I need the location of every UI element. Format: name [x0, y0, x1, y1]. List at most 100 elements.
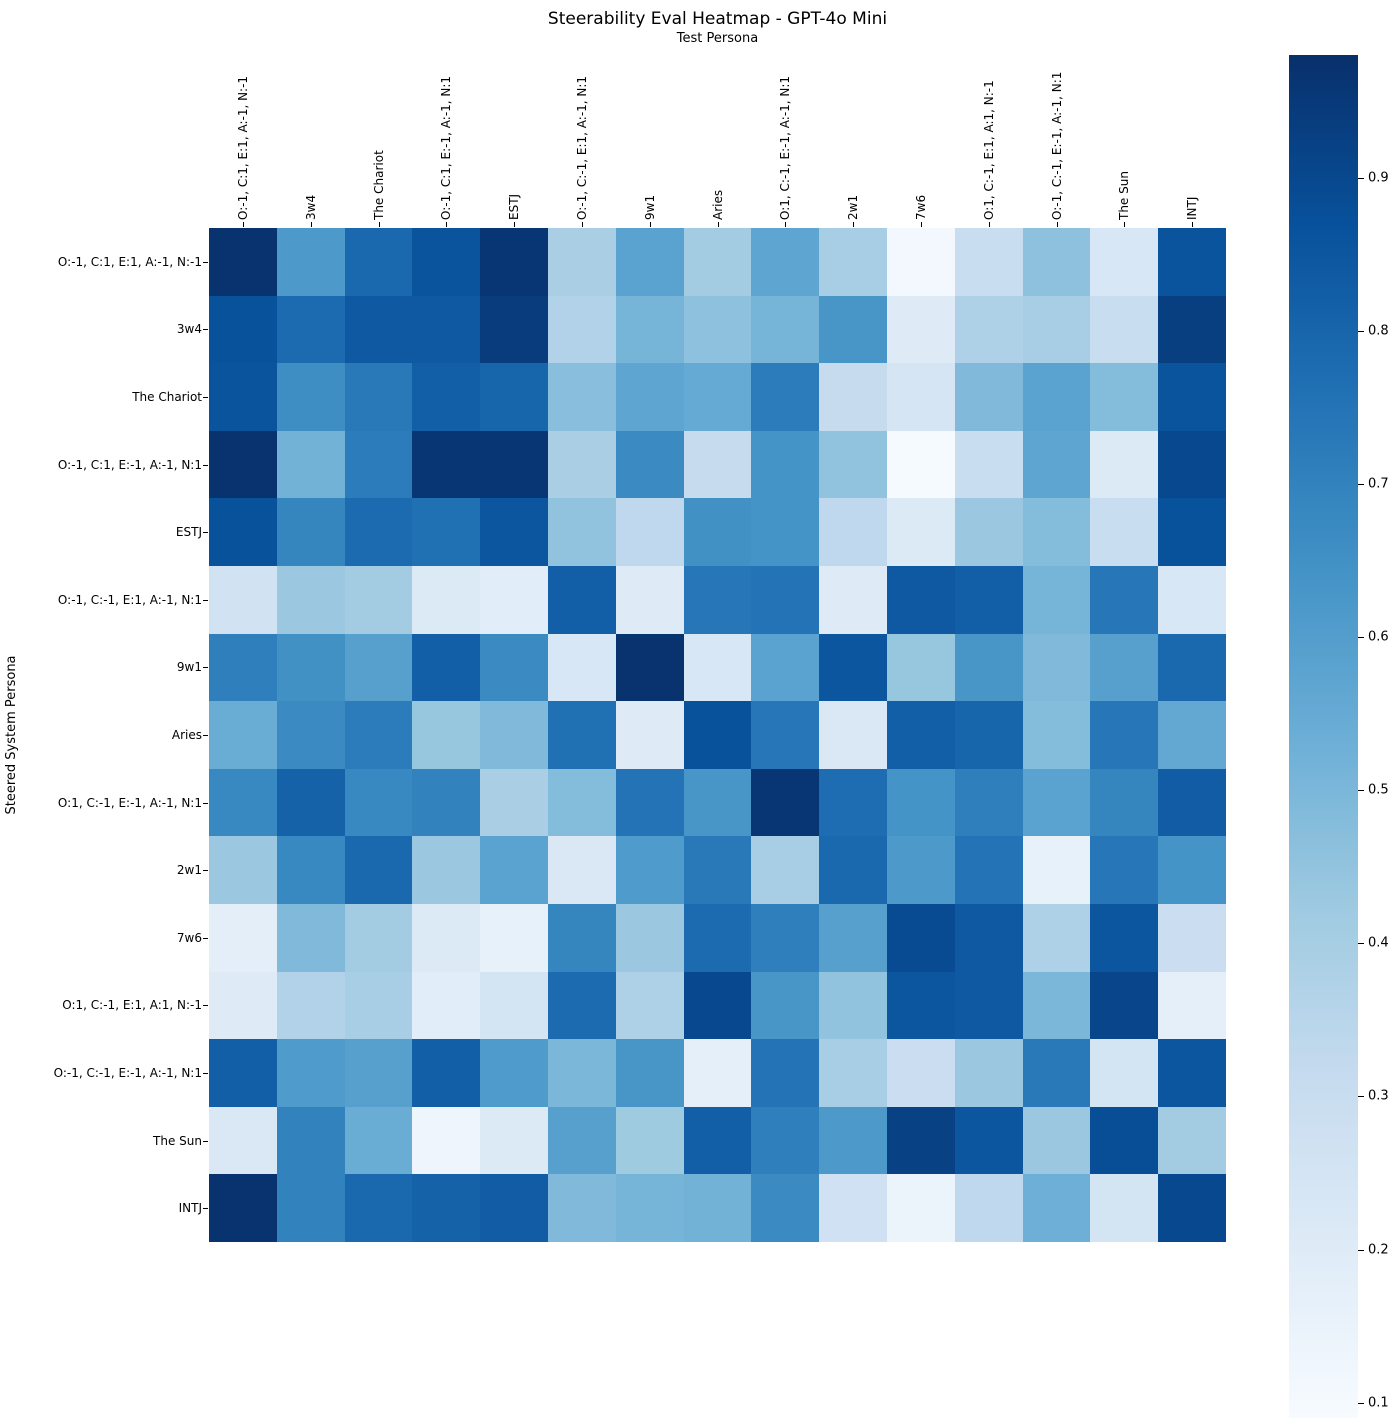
colorbar-tick-mark — [1358, 636, 1364, 638]
x-tick-mark — [1056, 222, 1058, 227]
x-tick-label: O:-1, C:-1, E:-1, A:-1, N:1 — [1049, 71, 1064, 220]
y-tick-mark — [203, 599, 208, 601]
heatmap-cell — [751, 1106, 820, 1175]
heatmap-cell — [548, 295, 616, 364]
heatmap-cell — [954, 701, 1023, 769]
colorbar-tick-mark — [1358, 330, 1364, 332]
heatmap-cell — [683, 295, 752, 364]
heatmap-cell — [1090, 701, 1159, 769]
heatmap-cell — [819, 768, 887, 837]
heatmap-cell — [1022, 836, 1091, 904]
x-tick-mark — [581, 222, 583, 227]
heatmap-cell — [1022, 295, 1091, 364]
y-tick-mark — [203, 1073, 208, 1074]
heatmap-cell — [615, 836, 684, 904]
heatmap-cell — [548, 633, 616, 702]
colorbar-tick-mark — [1358, 483, 1364, 485]
heatmap-cell — [480, 565, 548, 634]
heatmap-cell — [1158, 633, 1226, 702]
colorbar-tick-label: 0.6 — [1368, 629, 1389, 645]
heatmap-cell — [344, 701, 413, 769]
heatmap-cell — [954, 768, 1023, 837]
heatmap-cell — [615, 363, 684, 431]
heatmap-cell — [480, 633, 548, 702]
heatmap-cell — [615, 498, 684, 566]
heatmap-cell — [1090, 295, 1159, 364]
heatmap-cell — [344, 903, 413, 972]
heatmap-cell — [615, 1174, 684, 1242]
x-tick-mark — [514, 222, 516, 227]
heatmap-cell — [1022, 971, 1091, 1040]
heatmap-cell — [751, 1039, 820, 1107]
heatmap-cell — [887, 565, 955, 634]
y-tick-mark — [203, 1140, 208, 1142]
heatmap-cell — [1158, 498, 1226, 566]
heatmap-cell — [887, 1106, 955, 1175]
heatmap-cell — [683, 836, 752, 904]
x-tick-mark — [853, 222, 855, 227]
x-tick-label: ESTJ — [507, 193, 522, 220]
heatmap-cell — [209, 1039, 277, 1107]
heatmap-cell — [548, 1039, 616, 1107]
heatmap-cell — [683, 1174, 752, 1242]
heatmap-cell — [548, 1174, 616, 1242]
y-tick-label: The Sun — [153, 1133, 202, 1148]
heatmap-cell — [954, 228, 1023, 296]
x-tick-mark — [785, 222, 787, 227]
heatmap-cell — [548, 228, 616, 296]
heatmap-cell — [683, 903, 752, 972]
heatmap-cell — [954, 1174, 1023, 1242]
heatmap-cell — [887, 295, 955, 364]
heatmap-cell — [209, 633, 277, 702]
heatmap-cell — [548, 430, 616, 499]
y-tick-label: INTJ — [178, 1201, 202, 1216]
heatmap-cell — [548, 903, 616, 972]
x-tick-label: O:1, C:-1, E:1, A:1, N:-1 — [981, 80, 996, 220]
heatmap-cell — [276, 228, 345, 296]
heatmap-cell — [548, 701, 616, 769]
heatmap-cell — [209, 228, 277, 296]
heatmap-cell — [412, 363, 481, 431]
y-tick-label: O:-1, C:1, E:1, A:-1, N:-1 — [57, 254, 202, 269]
heatmap-cell — [209, 701, 277, 769]
heatmap-cell — [548, 768, 616, 837]
heatmap-cell — [209, 363, 277, 431]
x-tick-mark — [1124, 222, 1126, 227]
heatmap-cell — [344, 836, 413, 904]
y-tick-mark — [203, 1005, 208, 1007]
heatmap-cell — [887, 633, 955, 702]
heatmap-cell — [819, 565, 887, 634]
heatmap-cell — [1090, 363, 1159, 431]
heatmap-cell — [819, 363, 887, 431]
heatmap-cell — [1158, 1106, 1226, 1175]
heatmap-cell — [480, 701, 548, 769]
heatmap-cell — [412, 768, 481, 837]
heatmap-cell — [683, 430, 752, 499]
colorbar-tick-label: 0.5 — [1368, 782, 1389, 798]
x-tick-mark — [988, 222, 990, 227]
y-tick-mark — [203, 802, 208, 804]
colorbar-tick-mark — [1358, 1249, 1364, 1251]
heatmap-cell — [615, 430, 684, 499]
heatmap-cell — [344, 633, 413, 702]
heatmap-cell — [344, 430, 413, 499]
y-tick-label: 9w1 — [176, 660, 202, 675]
heatmap-cell — [412, 1039, 481, 1107]
heatmap-cell — [954, 498, 1023, 566]
y-tick-mark — [203, 937, 208, 939]
heatmap-cell — [412, 295, 481, 364]
x-tick-label: O:-1, C:1, E:1, A:-1, N:-1 — [235, 75, 250, 220]
heatmap-cell — [683, 498, 752, 566]
heatmap-cell — [683, 565, 752, 634]
heatmap-cell — [480, 1039, 548, 1107]
x-tick-label: INTJ — [1185, 196, 1200, 220]
y-tick-mark — [203, 329, 208, 331]
heatmap-cell — [615, 228, 684, 296]
heatmap-cell — [683, 1039, 752, 1107]
heatmap-cell — [412, 1174, 481, 1242]
heatmap-cell — [1022, 498, 1091, 566]
x-tick-label: 7w6 — [913, 194, 928, 220]
heatmap-cell — [751, 498, 820, 566]
colorbar-tick-label: 0.1 — [1368, 1395, 1389, 1411]
heatmap-cell — [209, 1106, 277, 1175]
